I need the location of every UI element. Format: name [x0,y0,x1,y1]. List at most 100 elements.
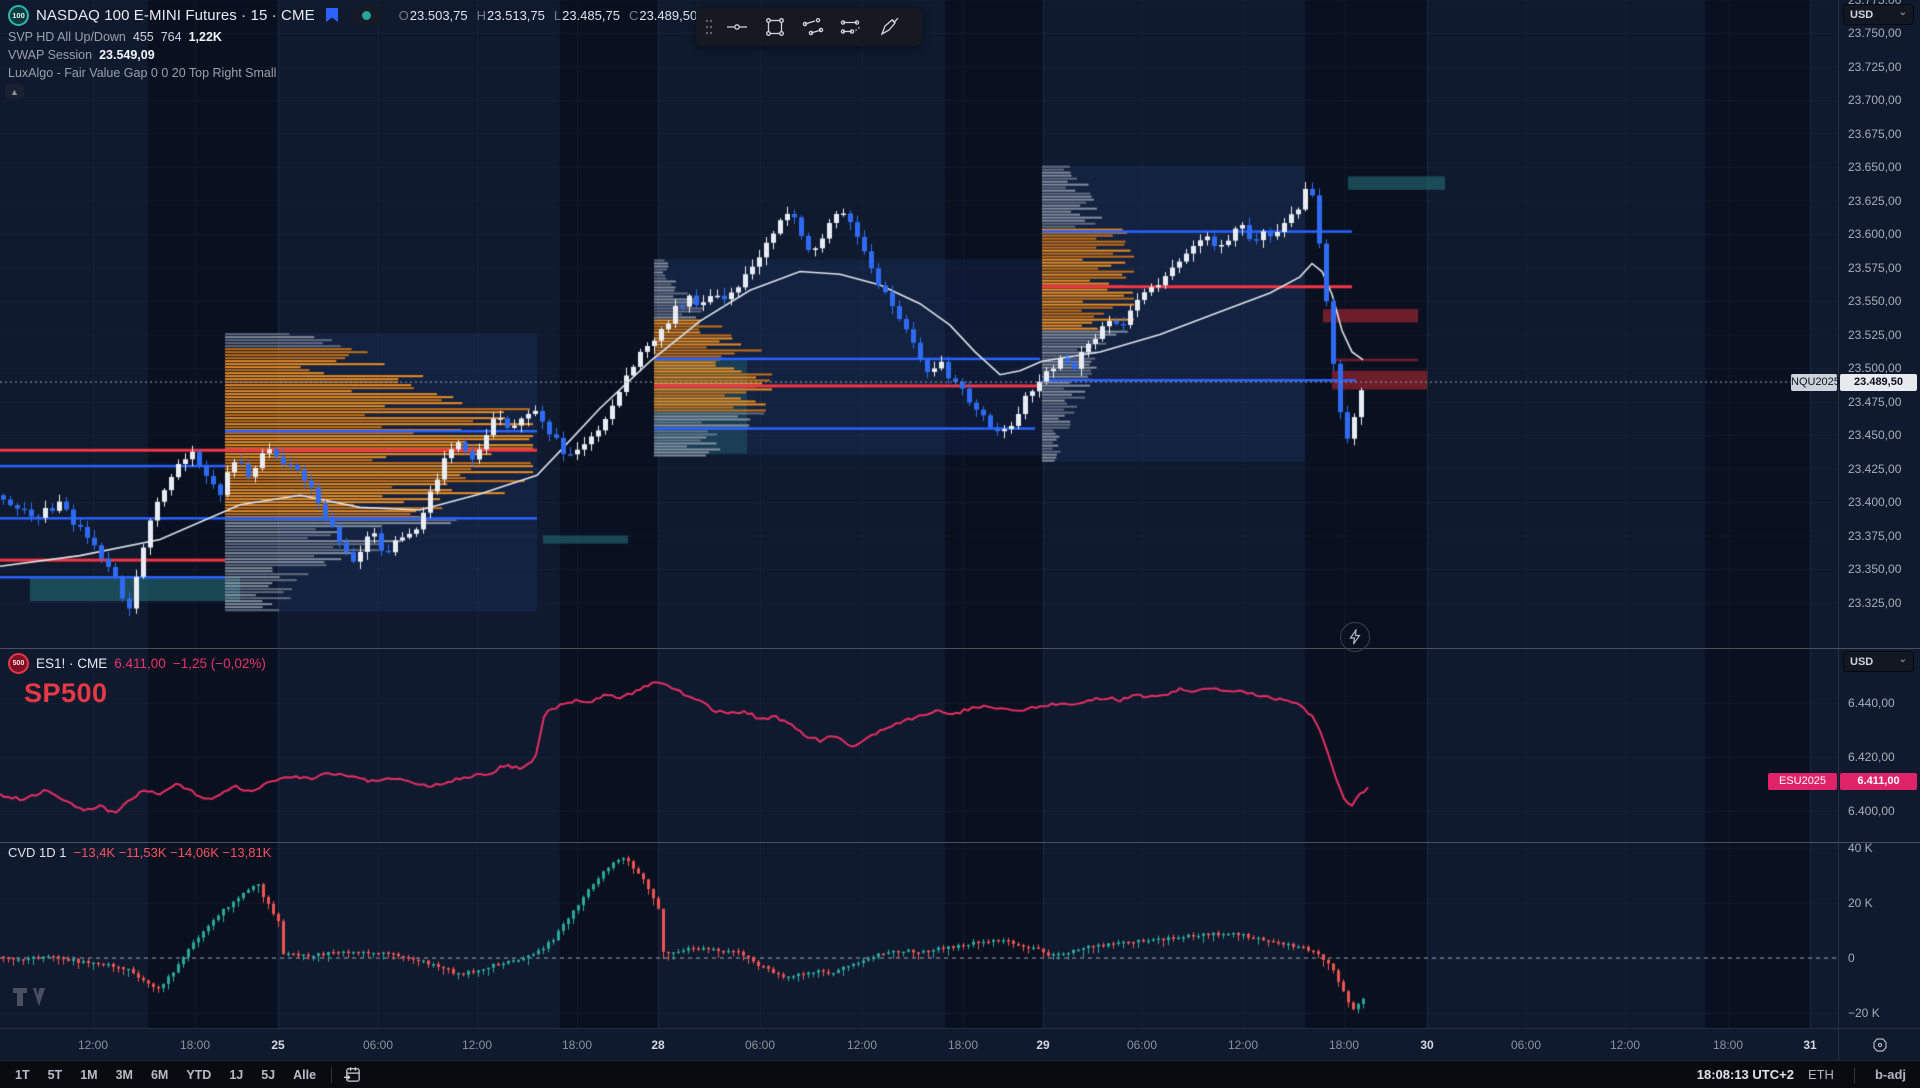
time-axis-label: 12:00 [1227,1038,1259,1052]
range-button-1t[interactable]: 1T [15,1067,30,1082]
time-axis-label: 12:00 [461,1038,493,1052]
range-button-alle[interactable]: Alle [293,1067,317,1082]
time-axis-label: 06:00 [362,1038,394,1052]
indicator-value: 23.549,09 [99,48,155,62]
cvd-title: CVD 1D 1 [8,845,67,860]
range-button-1m[interactable]: 1M [80,1067,98,1082]
brush-tool-button[interactable] [872,12,906,42]
range-button-ytd[interactable]: YTD [186,1067,212,1082]
collapse-legend-button[interactable]: ▲ [5,84,24,99]
instant-trading-button[interactable] [1340,622,1370,652]
rectangle-tool-button[interactable] [758,12,792,42]
sp500-badge: 500 [8,653,29,674]
currency-selector-main[interactable]: USD ⌄ [1843,4,1914,25]
sp500-title[interactable]: ES1! · CME [36,656,108,671]
price-axis-label: 23.525,00 [1848,327,1902,342]
nasdaq-100-badge: 100 [8,5,29,26]
flat-channel-tool-button[interactable] [834,12,868,42]
symbol-row[interactable]: 100 NASDAQ 100 E-MINI Futures · 15 · CME… [8,5,803,26]
price-axis-label: 23.400,00 [1848,495,1902,509]
time-axis-label: 25 [271,1038,285,1052]
range-button-5t[interactable]: 5T [47,1067,63,1082]
panel-divider-main-sp500[interactable] [0,648,1920,649]
market-open-dot-icon [362,11,372,20]
chevron-down-icon: ⌄ [1898,653,1907,665]
price-axis-label: 23.325,00 [1848,595,1902,610]
flag-icon[interactable] [325,8,339,23]
sp500-price: 6.411,00 [114,656,166,671]
time-axis-label: 18:00 [179,1038,211,1052]
price-axis-label: 23.350,00 [1848,562,1902,576]
price-axis-label: 23.600,00 [1848,227,1902,241]
time-axis-label: 12:00 [1609,1038,1641,1052]
time-axis[interactable]: 12:00 18:00 25 06:00 12:00 18:00 28 06:00 12:00 1… [0,1028,1920,1061]
price-axis-label: 40 K [1848,841,1873,855]
time-axis-label: 18:00 [1712,1038,1744,1052]
time-axis-label: 12:00 [77,1038,109,1052]
cvd-values: −13,4K −11,53K −14,06K −13,81K [73,845,272,860]
go-to-date-button[interactable] [338,1063,366,1087]
price-axis-label: 23.750,00 [1848,26,1902,40]
symbol-title[interactable]: NASDAQ 100 E-MINI Futures · 15 · CME [36,7,315,24]
time-axis-label: 06:00 [1126,1038,1158,1052]
price-tag-nq: 23.489,50 [1840,373,1917,391]
price-axis-label: 23.500,00 [1848,361,1902,375]
indicator-row[interactable]: LuxAlgo - Fair Value Gap 0 0 20 Top Righ… [8,66,803,80]
indicator-row[interactable]: VWAP Session 23.549,09 [8,48,803,62]
panel-divider-sp500-cvd[interactable] [0,842,1920,843]
price-axis-label: 6.420,00 [1848,750,1895,764]
axis-settings-corner[interactable] [1838,1029,1920,1061]
session-type[interactable]: ETH [1807,1067,1834,1082]
price-axis-label: 23.575,00 [1848,260,1902,275]
indicator-name: VWAP Session [8,48,93,62]
indicator-value: 1,22K [188,30,222,44]
range-button-5j[interactable]: 5J [261,1067,276,1082]
tradingview-logo-icon[interactable] [12,986,46,1008]
time-axis-label: 18:00 [1328,1038,1360,1052]
time-axis-label: 29 [1036,1038,1050,1052]
price-axis-label: 23.425,00 [1848,461,1902,476]
time-axis-label: 18:00 [561,1038,593,1052]
range-button-6m[interactable]: 6M [150,1067,169,1082]
indicator-name: SVP HD All Up/Down [8,30,126,44]
time-axis-label: 12:00 [846,1038,878,1052]
time-axis-label: 06:00 [744,1038,776,1052]
time-axis-label: 28 [651,1038,665,1052]
divider [1853,1066,1855,1083]
symbol-tag-nq: NQU2025 [1791,373,1840,391]
clock[interactable]: 18:08:13 UTC+2 [1696,1067,1794,1082]
sp500-watermark: SP500 [24,678,108,708]
indicator-value: 764 [160,30,182,44]
cvd-row[interactable]: CVD 1D 1 −13,4K −11,53K −14,06K −13,81K [8,845,271,860]
range-button-3m[interactable]: 3M [115,1067,133,1082]
symbol-tag-es: ESU2025 [1768,772,1837,790]
price-tag-es: 6.411,00 [1840,772,1917,790]
currency-selector-sp500[interactable]: USD ⌄ [1843,651,1914,672]
adjustment-mode[interactable]: b-adj [1874,1067,1906,1082]
drag-handle-icon[interactable] [704,18,714,36]
price-axis-label: 23.375,00 [1848,528,1902,543]
price-axis-label: 23.675,00 [1848,126,1902,141]
sp500-legend: 500 ES1! · CME 6.411,00 −1,25 (−0,02%) S… [8,653,266,709]
chart-canvas[interactable] [0,0,1838,1028]
parallel-channel-tool-button[interactable] [796,12,830,42]
sp500-change: −1,25 (−0,02%) [172,656,266,671]
indicator-row[interactable]: SVP HD All Up/Down 455 764 1,22K [8,30,803,44]
horizontal-line-tool-button[interactable] [720,12,754,42]
market-status-pill[interactable] [351,6,382,25]
range-button-1j[interactable]: 1J [229,1067,244,1082]
price-axis-label: −20 K [1848,1006,1880,1020]
price-axis-label: 23.450,00 [1848,428,1902,442]
indicator-name: LuxAlgo - Fair Value Gap 0 0 20 Top Righ… [8,66,277,80]
time-axis-label: 18:00 [947,1038,979,1052]
sp500-symbol-row[interactable]: 500 ES1! · CME 6.411,00 −1,25 (−0,02%) [8,653,266,674]
price-axis-label: 23.475,00 [1848,394,1902,409]
time-axis-label: 06:00 [1510,1038,1542,1052]
price-axis[interactable]: 23.775,00 23.750,00 23.725,00 23.700,00 23.6… [1838,0,1920,1028]
price-axis-label: 23.725,00 [1848,59,1902,74]
price-axis-label: 23.700,00 [1848,93,1902,107]
currency-label: USD [1850,8,1874,21]
cvd-legend: CVD 1D 1 −13,4K −11,53K −14,06K −13,81K [8,845,271,864]
price-axis-label: 20 K [1848,896,1873,910]
